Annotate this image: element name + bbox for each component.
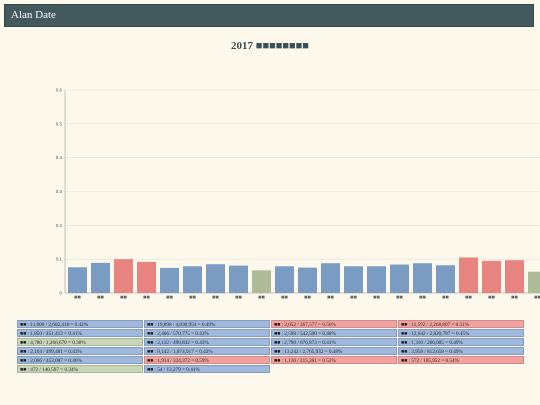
- bar: [114, 259, 133, 293]
- bar: [528, 271, 540, 293]
- bar: [459, 257, 478, 293]
- bar: [367, 266, 386, 293]
- legend-item: ■■ : 2,066 / 453,087 = 0.46%: [17, 356, 143, 364]
- y-tick-label: 0: [59, 291, 62, 296]
- y-tick-label: 0.1: [56, 257, 63, 262]
- x-tick-label: ■■: [350, 295, 357, 299]
- x-tick-label: ■■: [212, 295, 219, 299]
- legend-item: ■■ : 2,132 / 490,832 = 0.43%: [144, 338, 270, 346]
- x-tick-label: ■■: [419, 295, 426, 299]
- bar: [298, 267, 317, 293]
- legend-item: ■■ : 19,898 / 4,030,954 = 0.49%: [144, 320, 270, 328]
- x-tick-label: ■■: [396, 295, 403, 299]
- x-tick-label: ■■: [281, 295, 288, 299]
- y-tick-label: 0.3: [56, 189, 63, 194]
- bar: [505, 260, 524, 293]
- y-tick-label: 0.5: [56, 121, 63, 126]
- x-tick-label: ■■: [511, 295, 518, 299]
- legend-item: ■■ : 472 / 140,597 = 0.34%: [17, 365, 143, 373]
- legend-item: ■■ : 572 / 105,952 = 0.54%: [398, 356, 524, 364]
- legend-item: ■■ : 8,142 / 1,874,917 = 0.43%: [144, 347, 270, 355]
- x-tick-label: ■■: [74, 295, 81, 299]
- legend-item: ■■ : 1,850 / 451,412 = 0.41%: [17, 329, 143, 337]
- bar: [413, 263, 432, 293]
- x-tick-label: ■■: [327, 295, 334, 299]
- x-tick-label: ■■: [189, 295, 196, 299]
- x-tick-label: ■■: [465, 295, 472, 299]
- legend-item: ■■ : 2,598 / 542,590 = 0.48%: [271, 329, 397, 337]
- legend-item: ■■ : 54 / 13,279 = 0.41%: [144, 365, 270, 373]
- x-tick-label: ■■: [442, 295, 449, 299]
- y-tick-label: 0.4: [56, 155, 63, 160]
- bar: [91, 262, 110, 293]
- legend-item: ■■ : 2,790 / 676,873 = 0.41%: [271, 338, 397, 346]
- legend-item: ■■ : 1,310 / 266,005 = 0.49%: [398, 338, 524, 346]
- app-header: Alan Date: [4, 4, 534, 27]
- legend-item: ■■ : 2,466 / 570,775 = 0.43%: [144, 329, 270, 337]
- x-tick-label: ■■: [143, 295, 150, 299]
- x-tick-label: ■■: [97, 295, 104, 299]
- app-title: Alan Date: [11, 9, 56, 21]
- legend-item: ■■ : 2,164 / 499,481 = 0.43%: [17, 347, 143, 355]
- legend-item: ■■ : 1,914 / 324,372 = 0.59%: [144, 356, 270, 364]
- legend-item: ■■ : 13,242 / 2,765,932 = 0.48%: [271, 347, 397, 355]
- legend-item: ■■ : 4,780 / 1,266,670 = 0.38%: [17, 338, 143, 346]
- bar: [160, 267, 179, 293]
- legend-item: ■■ : 11,592 / 2,268,807 = 0.51%: [398, 320, 524, 328]
- bar: [275, 266, 294, 293]
- y-tick-label: 0.6: [56, 88, 63, 93]
- legend-item: ■■ : 12,642 / 2,820,787 = 0.45%: [398, 329, 524, 337]
- legend-item: ■■ : 11,000 / 2,602,418 = 0.42%: [17, 320, 143, 328]
- bar: [390, 264, 409, 293]
- legend: ■■ : 11,000 / 2,602,418 = 0.42% ■■ : 19,8…: [17, 320, 524, 373]
- x-tick-label: ■■: [120, 295, 127, 299]
- bar: [321, 263, 340, 293]
- x-tick-label: ■■: [235, 295, 242, 299]
- legend-item: ■■ : 3,958 / 812,658 = 0.49%: [398, 347, 524, 355]
- bar-chart: 0 0.1 0.2 0.3 0.4 0.5 0.6 ■■ ■■ ■■ ■■ ■■ ■■ ■■ ■■ ■■ ■■ ■…: [56, 88, 540, 299]
- bar: [183, 266, 202, 293]
- bar: [252, 270, 271, 293]
- x-tick-label: ■■: [373, 295, 380, 299]
- bar: [436, 265, 455, 293]
- legend-item: ■■ : 2,052 / 367,577 = 0.56%: [271, 320, 397, 328]
- bar: [344, 266, 363, 293]
- bar: [137, 261, 156, 293]
- x-tick-label: ■■: [488, 295, 495, 299]
- x-tick-label: ■■: [304, 295, 311, 299]
- legend-item: ■■ : 1,130 / 215,261 = 0.52%: [271, 356, 397, 364]
- bar: [68, 267, 87, 293]
- x-tick-label: ■■: [166, 295, 173, 299]
- bar: [229, 265, 248, 293]
- x-tick-label: ■■: [258, 295, 265, 299]
- bar: [206, 264, 225, 293]
- bar: [482, 260, 501, 293]
- y-tick-label: 0.2: [56, 223, 63, 228]
- chart-title: 2017 ■■■■■■■■: [231, 40, 309, 52]
- x-tick-label: ■■: [534, 295, 540, 299]
